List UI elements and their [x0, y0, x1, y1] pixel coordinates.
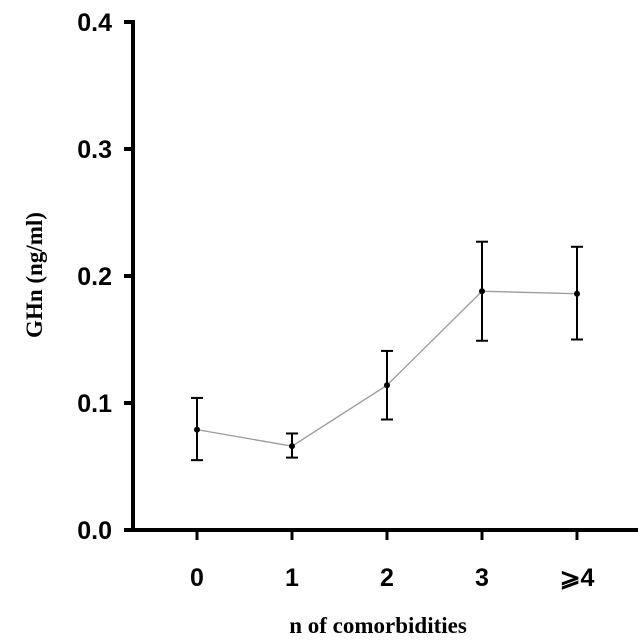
- y-tick-label: 0.0: [77, 517, 112, 545]
- x-tick-label: 1: [285, 564, 299, 592]
- y-tick-label: 0.3: [77, 136, 112, 164]
- x-tick-label: ⩾4: [560, 564, 595, 592]
- y-axis: 0.0 0.1 0.2 0.3 0.4: [77, 9, 135, 545]
- x-tick-label: 0: [190, 564, 204, 592]
- y-tick-label: 0.4: [77, 9, 112, 37]
- data-point: [194, 426, 200, 433]
- data-point: [289, 443, 295, 450]
- data-point: [479, 288, 485, 295]
- series-layer: [191, 240, 583, 462]
- x-tick-label: 3: [475, 564, 489, 592]
- x-tick-label: 2: [380, 564, 394, 592]
- y-tick-label: 0.2: [77, 263, 112, 291]
- data-point: [574, 290, 580, 297]
- data-point: [384, 382, 390, 389]
- y-tick-label: 0.1: [77, 390, 112, 418]
- x-axis-title: n of comorbidities: [289, 613, 467, 638]
- x-axis: 0 1 2 3 ⩾4: [131, 528, 638, 592]
- y-axis-title: GHn (ng/ml): [22, 212, 47, 338]
